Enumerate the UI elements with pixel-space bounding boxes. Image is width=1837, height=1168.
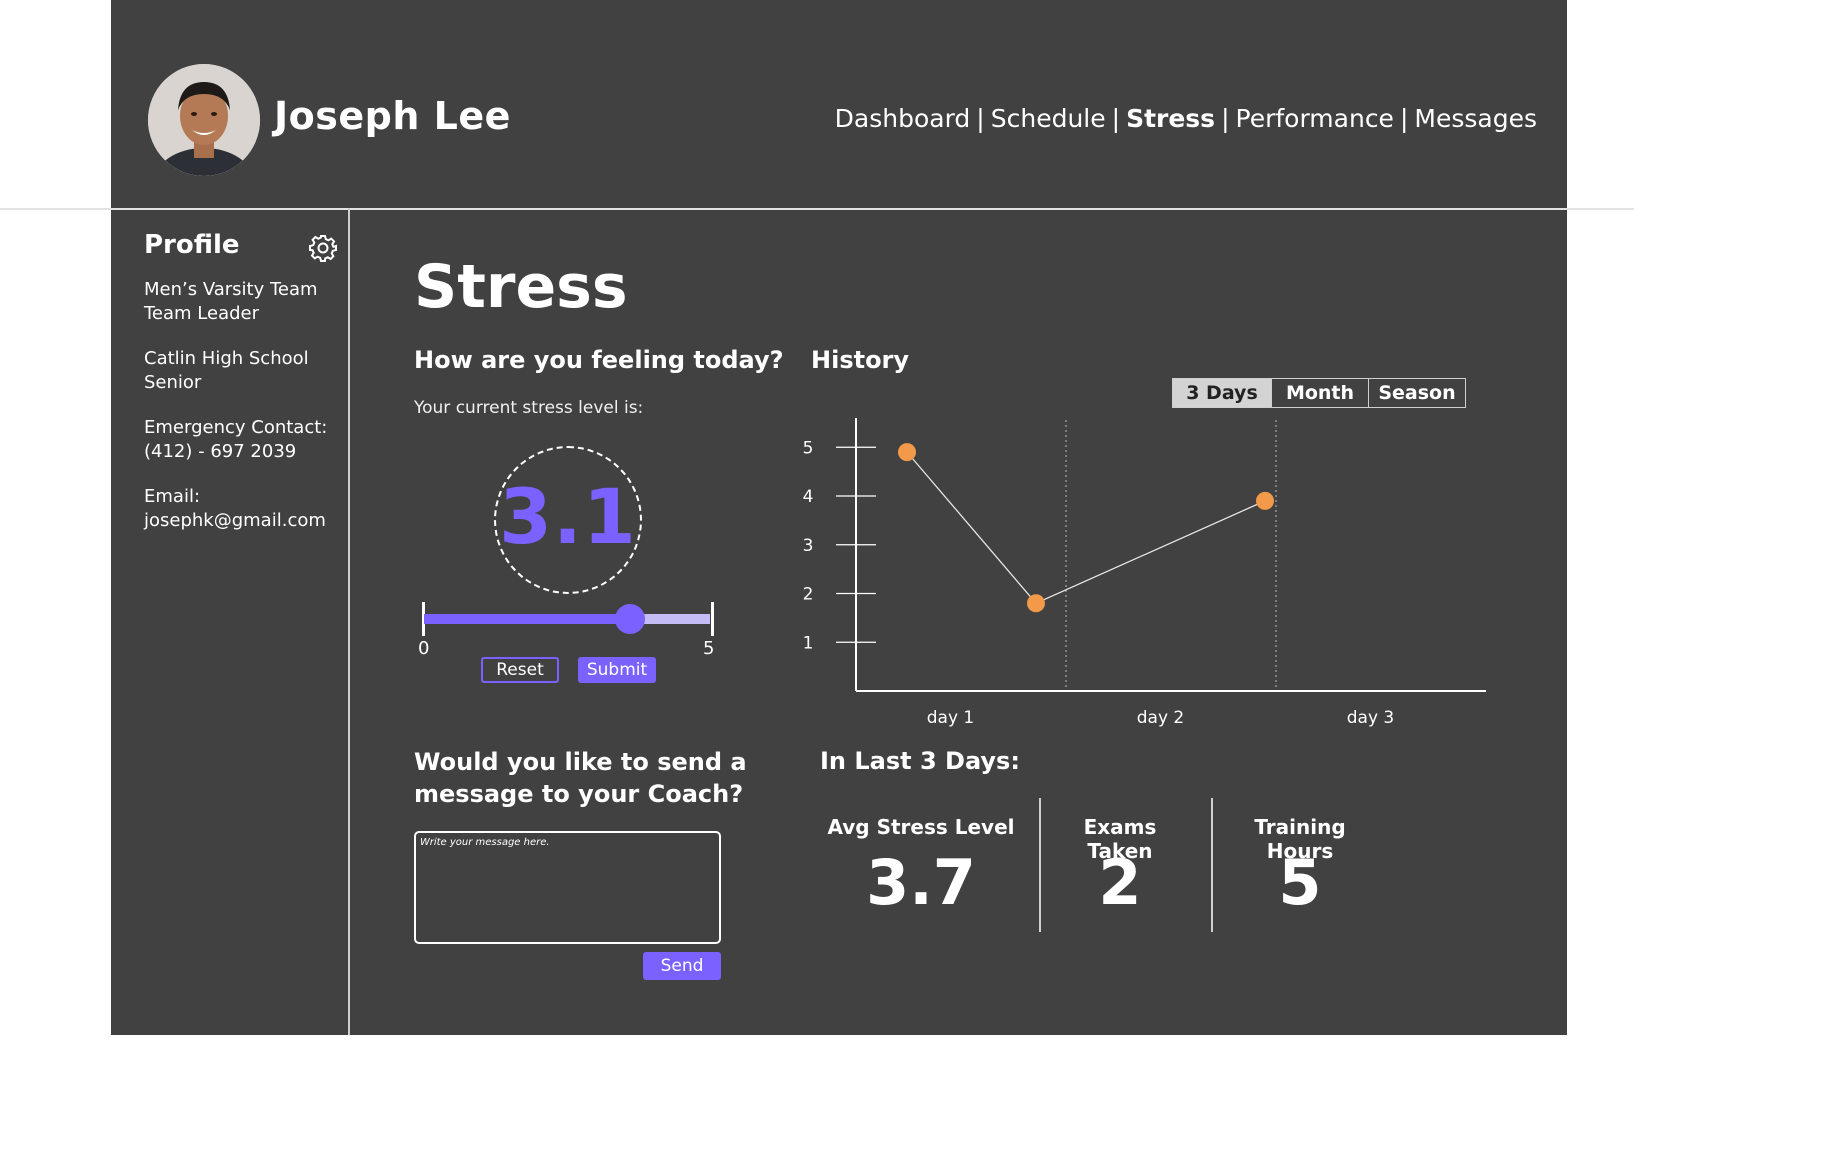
tab-season[interactable]: Season <box>1368 379 1465 407</box>
y-tick-label-3: 3 <box>803 536 814 556</box>
school-name: Catlin High School <box>144 348 309 369</box>
stat-value-exams: 2 <box>1098 846 1142 919</box>
profile-title: Profile <box>144 230 240 260</box>
tab-month[interactable]: Month <box>1271 379 1368 407</box>
user-name: Joseph Lee <box>274 94 511 138</box>
sidebar-divider <box>348 208 350 1035</box>
settings-gear-icon[interactable] <box>308 233 338 263</box>
top-nav: Dashboard | Schedule | Stress | Performance | Me… <box>835 104 1537 133</box>
current-stress-value: 3.1 <box>499 472 637 561</box>
page-title: Stress <box>414 252 628 322</box>
x-label-day-2: day 2 <box>1137 708 1185 728</box>
nav-separator: | <box>1111 104 1121 133</box>
y-tick-label-4: 4 <box>803 487 814 507</box>
history-chart: 1 2 3 4 5 day 1 day 2 day 3 <box>803 418 1486 728</box>
stat-divider <box>1039 798 1041 932</box>
x-label-day-3: day 3 <box>1347 708 1395 728</box>
data-point-day-3 <box>1256 491 1274 510</box>
slider-min-label: 0 <box>418 638 430 659</box>
stat-label-exams: Exams Taken <box>1083 815 1157 863</box>
chart-y-ticks: 1 2 3 4 5 <box>803 438 876 653</box>
school-grade: Senior <box>144 372 202 393</box>
series-line <box>906 451 1266 605</box>
chart-series-line <box>906 451 1266 605</box>
slider-thumb[interactable] <box>615 604 645 634</box>
slider-max-tick <box>711 602 714 636</box>
stat-label-avg-stress: Avg Stress Level <box>827 815 1015 839</box>
data-point-day-1 <box>898 443 916 462</box>
slider-min-tick <box>422 602 425 636</box>
email-info: Email: josephk@gmail.com <box>144 485 344 533</box>
stat-value-avg-stress: 3.7 <box>866 846 976 919</box>
nav-separator: | <box>1221 104 1230 133</box>
chart-x-labels: day 1 day 2 day 3 <box>927 708 1395 728</box>
nav-messages[interactable]: Messages <box>1414 104 1537 133</box>
stat-divider <box>1211 798 1213 932</box>
message-heading: Would you like to send a message to your… <box>414 746 747 810</box>
chart-axes <box>855 418 1486 692</box>
emergency-contact: Emergency Contact: (412) - 697 2039 <box>144 416 344 464</box>
stat-label-training-hours: Training Hours <box>1254 815 1346 863</box>
y-tick-label-1: 1 <box>803 633 814 653</box>
data-point-day-2 <box>1027 594 1045 613</box>
team-name: Men’s Varsity Team <box>144 279 318 300</box>
tab-3-days[interactable]: 3 Days <box>1173 379 1271 407</box>
app-window <box>111 0 1567 1035</box>
chart-grid <box>1065 420 1277 691</box>
stress-gauge <box>494 446 642 594</box>
history-range-tabs: 3 Days Month Season <box>1172 378 1466 408</box>
team-role: Team Leader <box>144 303 260 324</box>
y-tick-label-2: 2 <box>803 585 814 605</box>
stress-slider[interactable] <box>422 598 714 640</box>
reset-button[interactable]: Reset <box>481 657 559 683</box>
nav-performance[interactable]: Performance <box>1235 104 1394 133</box>
nav-separator: | <box>976 104 985 133</box>
stress-level-caption: Your current stress level is: <box>414 398 644 418</box>
avatar[interactable] <box>148 64 260 176</box>
emergency-phone: (412) - 697 2039 <box>144 441 297 462</box>
message-input[interactable] <box>414 831 721 944</box>
slider-max-label: 5 <box>703 638 715 659</box>
summary-heading: In Last 3 Days: <box>820 747 1020 775</box>
team-info: Men’s Varsity Team Team Leader <box>144 278 344 326</box>
message-heading-line2: message to your Coach? <box>414 780 744 808</box>
stat-value-training-hours: 5 <box>1278 846 1322 919</box>
chart-points <box>898 443 1274 613</box>
nav-dashboard[interactable]: Dashboard <box>834 104 971 133</box>
nav-schedule[interactable]: Schedule <box>990 104 1106 133</box>
send-button[interactable]: Send <box>643 952 721 980</box>
nav-stress[interactable]: Stress <box>1126 104 1216 133</box>
school-info: Catlin High School Senior <box>144 347 344 395</box>
submit-button[interactable]: Submit <box>578 657 656 683</box>
emergency-label: Emergency Contact: <box>144 417 328 438</box>
feeling-heading: How are you feeling today? <box>414 346 784 374</box>
slider-fill <box>424 614 630 624</box>
x-label-day-1: day 1 <box>927 708 975 728</box>
history-heading: History <box>811 346 910 374</box>
header-divider <box>0 208 1634 210</box>
email-label: Email: <box>144 486 201 507</box>
y-tick-label-5: 5 <box>803 438 814 458</box>
nav-separator: | <box>1399 104 1409 133</box>
message-heading-line1: Would you like to send a <box>414 748 747 776</box>
email-value: josephk@gmail.com <box>144 510 326 531</box>
